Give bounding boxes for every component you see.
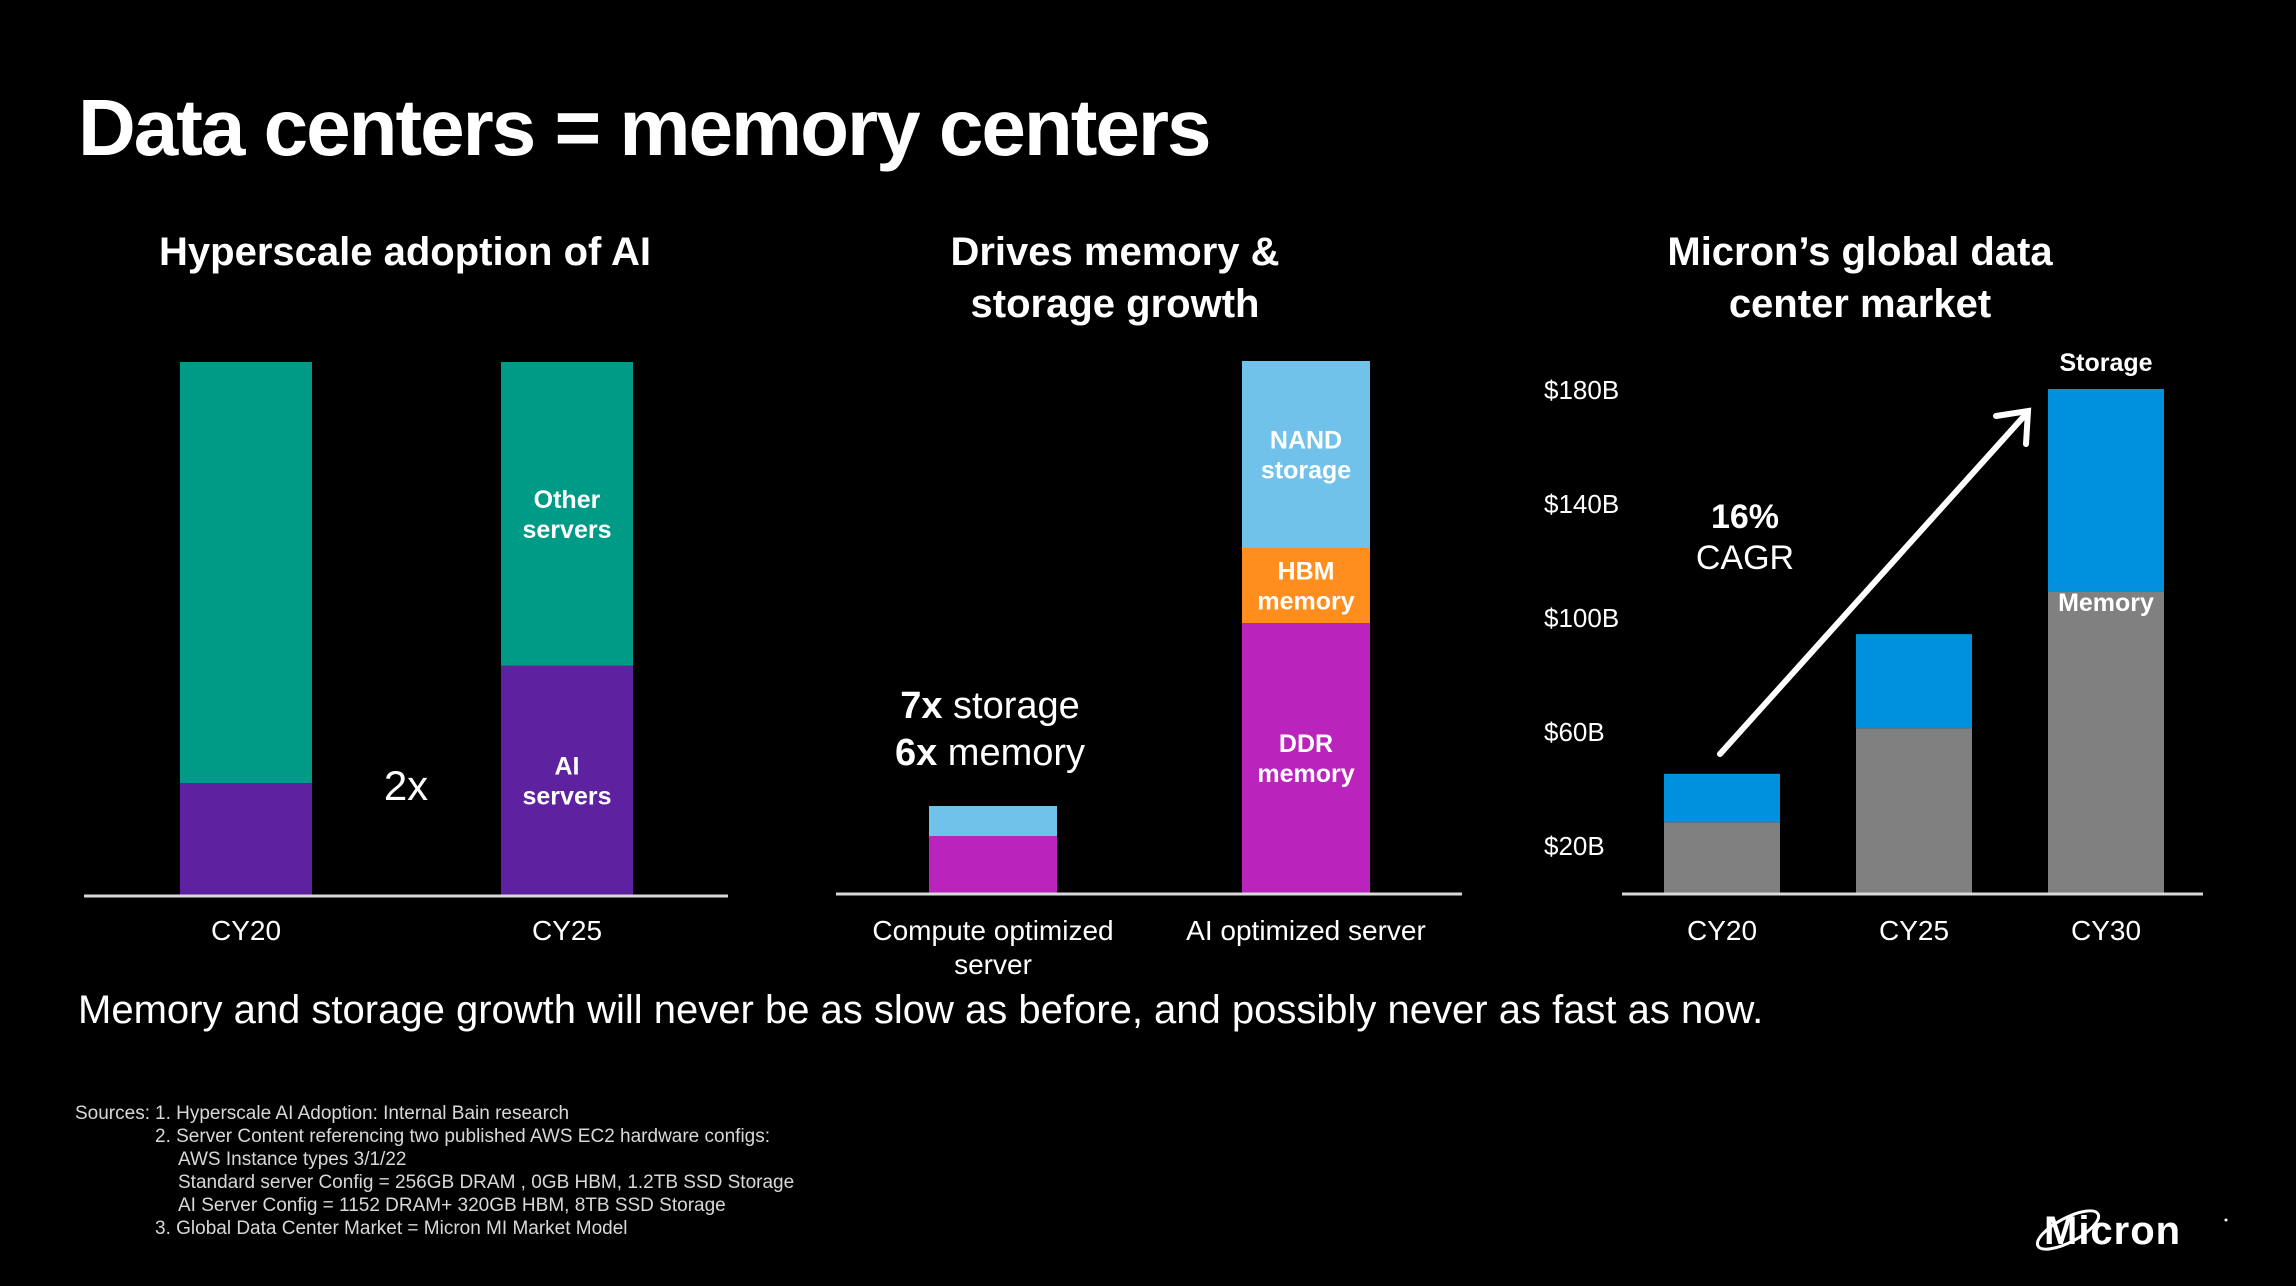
sources-label: Sources: [75,1103,150,1124]
y-tick-label: $20B [1544,831,1605,861]
growth-arrow-icon [1717,411,2029,757]
tagline: Memory and storage growth will never be … [78,988,1764,1032]
source-line: Standard server Config = 256GB DRAM , 0G… [178,1172,795,1193]
category-label: Compute optimized server [872,915,1113,980]
multiplier-annotation: 7x storage [900,685,1080,727]
segment-label: DDR memory [1257,730,1354,788]
bar-segment-ai-servers [501,665,633,895]
bar-segment-ddr-memory [929,836,1057,893]
category-label: CY20 [1687,915,1757,946]
bar-segment-memory [2048,591,2164,893]
bar-segment-nand-storage [1242,361,1370,548]
chart1-title: Hyperscale adoption of AI [159,230,651,274]
logo-swoosh-icon [2035,1209,2101,1251]
chart-1 [84,362,728,898]
registered-mark-icon [2224,1218,2228,1222]
category-label: CY25 [532,915,602,946]
logo-wordmark: Micron [2044,1209,2181,1253]
chart-2 [836,361,1462,896]
y-tick-label: $60B [1544,717,1605,747]
category-label: CY30 [2071,915,2141,946]
growth-annotation: 2x [384,762,428,809]
bar-segment-nand-storage [929,806,1057,836]
source-line: AI Server Config = 1152 DRAM+ 320GB HBM,… [178,1195,726,1216]
arrow-head-icon [1993,407,2032,447]
micron-logo: Micron [2035,1209,2228,1253]
source-line: 1. Hyperscale AI Adoption: Internal Bain… [155,1103,570,1124]
chart-3 [1622,389,2203,896]
cagr-value: 16% [1711,498,1779,536]
slide-title: Data centers = memory centers [78,83,1211,172]
segment-label: HBM memory [1257,558,1354,616]
category-label: AI optimized server [1186,915,1426,946]
bar-segment-storage [1664,773,1780,823]
y-tick-label: $100B [1544,603,1619,633]
bar-segment-storage [2048,389,2164,592]
y-tick-label: $140B [1544,489,1619,519]
bar-segment-other-servers [180,362,312,784]
bar-segment-ddr-memory [1242,623,1370,893]
bar-segment-ai-servers [180,783,312,895]
category-label: CY25 [1879,915,1949,946]
y-tick-label: $180B [1544,375,1619,405]
category-label: CY20 [211,915,281,946]
segment-label: Storage [2059,349,2152,377]
charts-canvas: CY20 CY25 Other servers AI servers Compute opt… [84,349,2203,980]
bar-segment-memory [1664,822,1780,893]
bar-segment-other-servers [501,362,633,666]
source-line: 3. Global Data Center Market = Micron MI… [155,1218,628,1239]
segment-label: NAND storage [1261,427,1351,485]
segment-label: Memory [2058,589,2154,617]
bar-segment-memory [1856,728,1972,893]
bar-segment-hbm-memory [1242,548,1370,623]
segment-label: AI servers [523,752,612,810]
segment-label: Other servers [523,486,612,544]
multiplier-annotation: 6x memory [895,732,1085,774]
chart2-title: Drives memory & storage growth [950,230,1280,326]
source-line: 2. Server Content referencing two publis… [155,1126,771,1147]
bar-segment-storage [1856,634,1972,729]
source-line: AWS Instance types 3/1/22 [178,1149,407,1170]
chart3-title: Micron’s global data center market [1667,230,2053,326]
cagr-label: CAGR [1696,539,1794,577]
